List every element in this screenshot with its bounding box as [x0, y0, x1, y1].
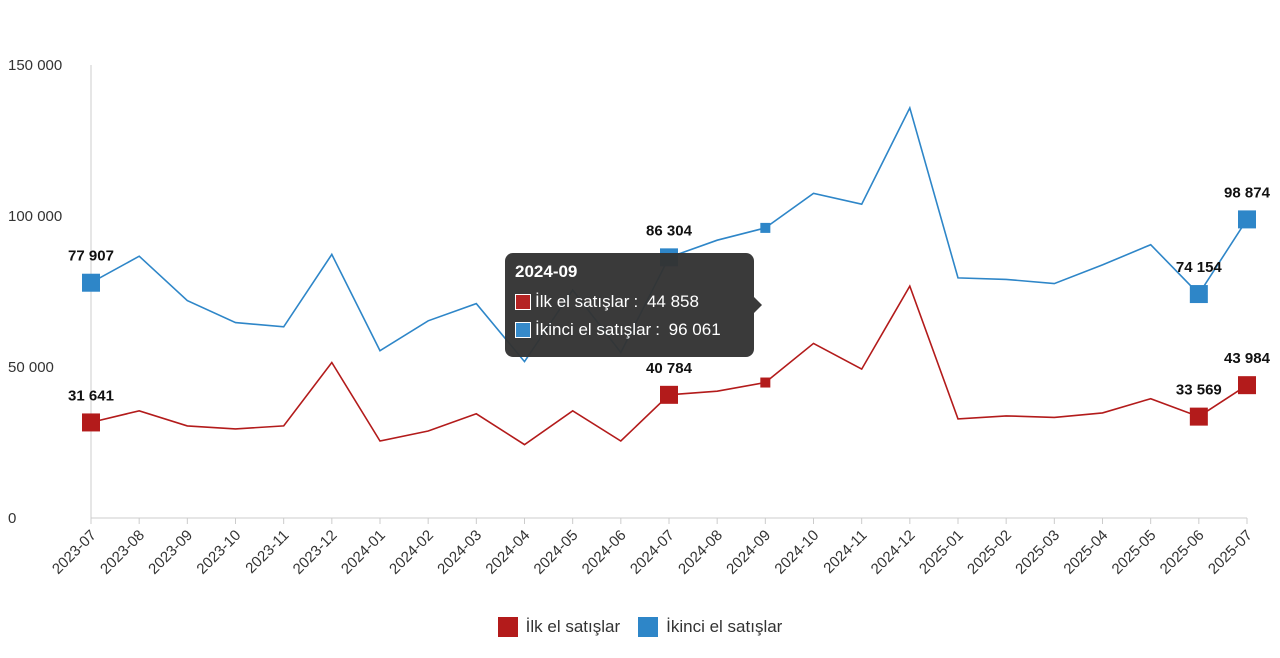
point-marker[interactable] — [1238, 210, 1256, 229]
tooltip-swatch-second-hand — [515, 322, 531, 338]
legend-swatch-first-hand — [497, 617, 518, 637]
tooltip: 2024-09 İlk el satışlar: 44 858 İkinci e… — [505, 253, 762, 357]
x-tick-label: 2024-09 — [723, 527, 774, 578]
x-tick-label: 2024-06 — [579, 527, 630, 578]
legend-label-first-hand: İlk el satışlar — [525, 617, 621, 636]
x-tick-label: 2024-02 — [386, 527, 437, 578]
data-label: 74 154 — [1176, 259, 1223, 276]
point-marker[interactable] — [82, 273, 100, 292]
data-label: 98 874 — [1224, 184, 1271, 201]
legend-label-second-hand: İkinci el satışlar — [666, 617, 783, 636]
y-tick-label: 100 000 — [8, 208, 62, 225]
x-tick-label: 2025-06 — [1157, 527, 1208, 578]
x-tick-label: 2023-12 — [290, 527, 341, 578]
x-tick-label: 2024-04 — [482, 527, 533, 578]
tooltip-swatch-first-hand — [515, 294, 531, 310]
legend-swatch-second-hand — [638, 617, 659, 637]
point-marker[interactable] — [1238, 376, 1256, 395]
x-tick-label: 2025-04 — [1060, 527, 1111, 578]
tooltip-sep: : — [633, 292, 643, 311]
x-tick-label: 2025-02 — [964, 527, 1015, 578]
data-label: 31 641 — [68, 387, 114, 404]
point-marker[interactable] — [82, 413, 100, 432]
x-tick-label: 2024-08 — [675, 527, 726, 578]
point-marker[interactable] — [760, 377, 771, 388]
y-axis: 0 50 000 100 000 150 000 — [8, 57, 92, 527]
data-label: 86 304 — [646, 222, 693, 239]
y-tick-label: 50 000 — [8, 359, 54, 376]
tooltip-label-second-hand: İkinci el satışlar — [535, 320, 652, 339]
tooltip-value-first-hand: 44 858 — [646, 292, 699, 311]
x-axis: 2023-072023-082023-092023-102023-112023-… — [49, 517, 1256, 578]
tooltip-sep: : — [655, 320, 665, 339]
tooltip-label-first-hand: İlk el satışlar — [535, 292, 630, 311]
x-tick-label: 2024-12 — [868, 527, 919, 578]
x-tick-label: 2024-01 — [338, 527, 389, 578]
y-tick-label: 150 000 — [8, 57, 62, 74]
x-tick-label: 2025-01 — [916, 527, 967, 578]
x-tick-label: 2024-07 — [627, 527, 678, 578]
x-tick-label: 2024-05 — [531, 527, 582, 578]
tooltip-row-first-hand: İlk el satışlar: 44 858 — [515, 292, 744, 312]
x-tick-label: 2024-11 — [820, 527, 870, 577]
point-marker[interactable] — [660, 385, 678, 404]
point-marker[interactable] — [1189, 285, 1208, 304]
x-tick-label: 2023-11 — [242, 527, 292, 577]
x-tick-label: 2025-07 — [1205, 527, 1256, 578]
data-label: 40 784 — [646, 360, 693, 377]
y-tick-label: 0 — [8, 510, 16, 527]
x-tick-label: 2025-05 — [1109, 527, 1160, 578]
x-tick-label: 2023-10 — [193, 527, 244, 578]
x-tick-label: 2023-08 — [97, 527, 148, 578]
legend: İlk el satışlar İkinci el satışlar — [0, 617, 1280, 637]
legend-item-second-hand[interactable]: İkinci el satışlar — [638, 617, 782, 637]
x-tick-label: 2025-03 — [1012, 527, 1063, 578]
tooltip-row-second-hand: İkinci el satışlar: 96 061 — [515, 320, 744, 340]
point-marker[interactable] — [760, 222, 771, 233]
point-marker[interactable] — [1189, 407, 1208, 426]
data-label: 33 569 — [1176, 382, 1222, 399]
tooltip-title: 2024-09 — [515, 262, 578, 281]
data-label: 43 984 — [1224, 350, 1271, 367]
x-tick-label: 2024-10 — [771, 527, 822, 578]
x-tick-label: 2023-07 — [49, 527, 100, 578]
data-label: 77 907 — [68, 248, 114, 265]
tooltip-value-second-hand: 96 061 — [668, 320, 721, 339]
x-tick-label: 2023-09 — [145, 527, 196, 578]
x-tick-label: 2024-03 — [434, 527, 485, 578]
legend-item-first-hand[interactable]: İlk el satışlar — [497, 617, 621, 637]
